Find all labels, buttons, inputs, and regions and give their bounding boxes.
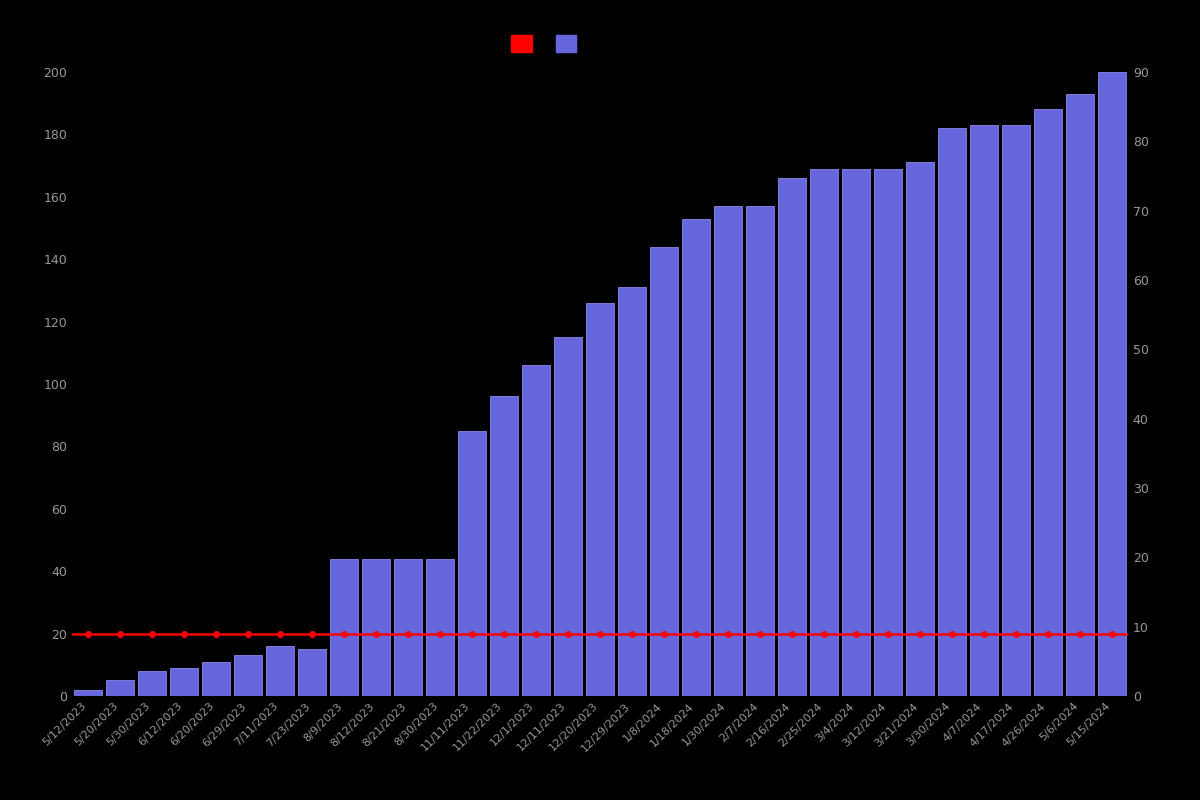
Bar: [714, 206, 742, 696]
Bar: [203, 662, 229, 696]
Bar: [1098, 72, 1126, 696]
Bar: [1034, 110, 1062, 696]
Bar: [683, 218, 709, 696]
Legend: , : ,: [505, 29, 589, 57]
Bar: [362, 558, 390, 696]
Bar: [330, 558, 358, 696]
Bar: [618, 287, 646, 696]
Bar: [779, 178, 805, 696]
Bar: [938, 128, 966, 696]
Bar: [810, 169, 838, 696]
Bar: [746, 206, 774, 696]
Bar: [299, 650, 325, 696]
Bar: [266, 646, 294, 696]
Bar: [426, 558, 454, 696]
Bar: [650, 246, 678, 696]
Bar: [138, 671, 166, 696]
Bar: [875, 169, 901, 696]
Bar: [842, 169, 870, 696]
Bar: [1002, 125, 1030, 696]
Bar: [234, 655, 262, 696]
Bar: [74, 690, 102, 696]
Bar: [107, 680, 133, 696]
Bar: [395, 558, 421, 696]
Bar: [522, 366, 550, 696]
Bar: [587, 303, 613, 696]
Bar: [906, 162, 934, 696]
Bar: [170, 668, 198, 696]
Bar: [554, 338, 582, 696]
Bar: [491, 397, 517, 696]
Bar: [971, 125, 997, 696]
Bar: [1067, 94, 1093, 696]
Bar: [458, 430, 486, 696]
